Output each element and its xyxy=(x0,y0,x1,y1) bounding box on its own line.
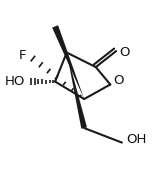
Polygon shape xyxy=(67,53,87,129)
Text: OH: OH xyxy=(126,133,147,146)
Text: F: F xyxy=(19,49,26,62)
Text: HO: HO xyxy=(4,75,25,88)
Text: O: O xyxy=(113,74,124,87)
Polygon shape xyxy=(52,25,84,99)
Text: O: O xyxy=(119,46,130,59)
